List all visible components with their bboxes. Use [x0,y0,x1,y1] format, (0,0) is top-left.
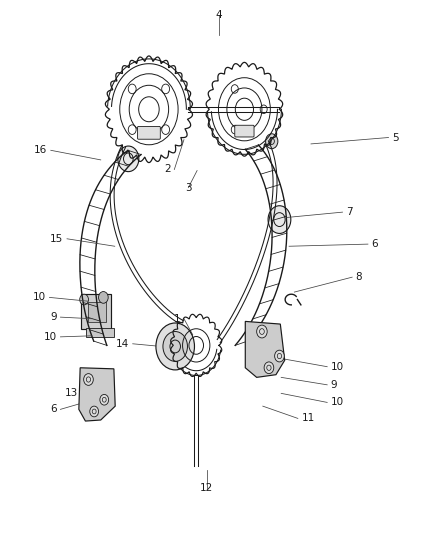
Text: 10: 10 [331,362,344,372]
Text: 3: 3 [185,183,192,192]
FancyBboxPatch shape [86,328,114,337]
Text: 15: 15 [50,234,64,244]
Text: 13: 13 [65,389,78,398]
Circle shape [257,325,267,338]
Circle shape [264,362,274,374]
Text: 9: 9 [331,380,337,390]
Circle shape [163,332,187,361]
Circle shape [80,294,88,305]
Polygon shape [245,321,285,377]
Polygon shape [79,368,115,421]
FancyBboxPatch shape [88,302,106,322]
Text: 10: 10 [33,293,46,302]
Circle shape [268,206,291,233]
Text: 16: 16 [34,146,47,155]
Text: 8: 8 [356,272,362,282]
Circle shape [100,394,109,405]
Text: 1: 1 [174,314,180,324]
FancyBboxPatch shape [235,125,254,137]
Text: 11: 11 [301,414,314,423]
Circle shape [118,146,139,172]
Circle shape [84,374,93,385]
Text: 5: 5 [392,133,399,142]
Circle shape [156,323,194,370]
Circle shape [90,406,99,417]
Text: 7: 7 [346,207,353,217]
FancyBboxPatch shape [81,294,111,329]
Circle shape [275,350,284,362]
FancyBboxPatch shape [138,126,160,139]
Text: 10: 10 [331,398,344,407]
Text: 10: 10 [44,332,57,342]
Text: 6: 6 [50,405,57,414]
Text: 12: 12 [200,483,213,492]
Text: 2: 2 [164,165,171,174]
Text: 9: 9 [50,312,57,322]
Text: 4: 4 [215,10,223,20]
Text: 6: 6 [371,239,378,249]
Circle shape [265,134,278,149]
Circle shape [99,292,108,303]
Text: 14: 14 [116,339,129,349]
